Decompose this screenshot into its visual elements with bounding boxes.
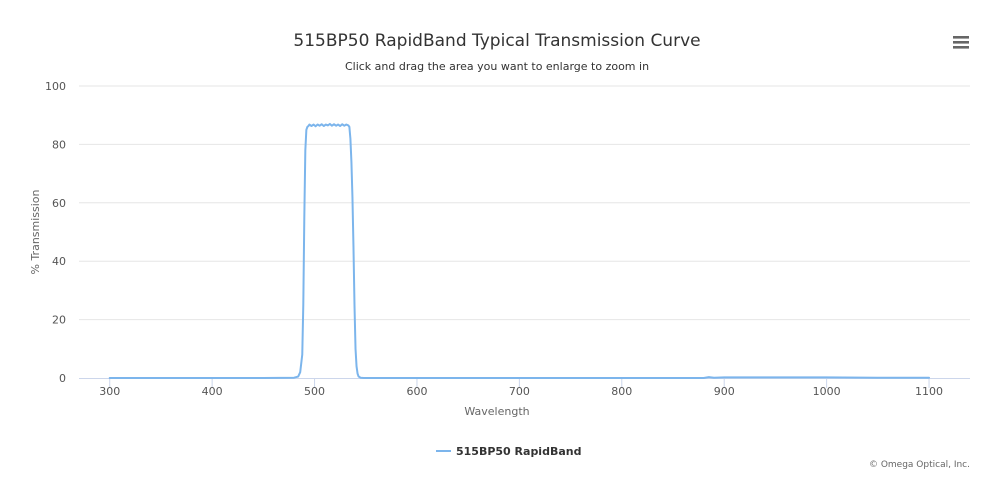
chart-menu-button[interactable] (946, 28, 976, 54)
y-tick-label: 40 (52, 255, 66, 268)
plot-area[interactable] (108, 122, 931, 379)
y-tick-label: 80 (52, 138, 66, 151)
x-tick-label: 900 (714, 385, 735, 398)
legend-item-label[interactable]: 515BP50 RapidBand (456, 445, 581, 458)
y-tick-label: 20 (52, 314, 66, 327)
legend[interactable]: 515BP50 RapidBand (436, 445, 581, 458)
x-tick-label: 300 (99, 385, 120, 398)
x-axis-ticks: 300 400 500 600 700 800 900 1000 1100 (99, 378, 943, 398)
y-tick-label: 60 (52, 197, 66, 210)
x-tick-label: 500 (304, 385, 325, 398)
x-tick-label: 700 (509, 385, 530, 398)
hamburger-menu-icon[interactable] (953, 36, 969, 49)
series-line[interactable] (108, 122, 931, 379)
x-tick-label: 1100 (915, 385, 943, 398)
y-axis-ticks: 0 20 40 60 80 100 (45, 80, 66, 385)
chart-subtitle: Click and drag the area you want to enla… (345, 60, 649, 73)
y-axis-title: % Transmission (29, 189, 42, 274)
credits-text[interactable]: © Omega Optical, Inc. (869, 460, 970, 470)
x-tick-label: 1000 (813, 385, 841, 398)
grid-lines (79, 85, 970, 321)
x-axis-title: Wavelength (464, 405, 529, 418)
y-tick-label: 100 (45, 80, 66, 93)
chart-title: 515BP50 RapidBand Typical Transmission C… (293, 31, 700, 51)
x-tick-label: 400 (202, 385, 223, 398)
y-tick-label: 0 (59, 372, 66, 385)
x-tick-label: 600 (406, 385, 427, 398)
x-tick-label: 800 (611, 385, 632, 398)
